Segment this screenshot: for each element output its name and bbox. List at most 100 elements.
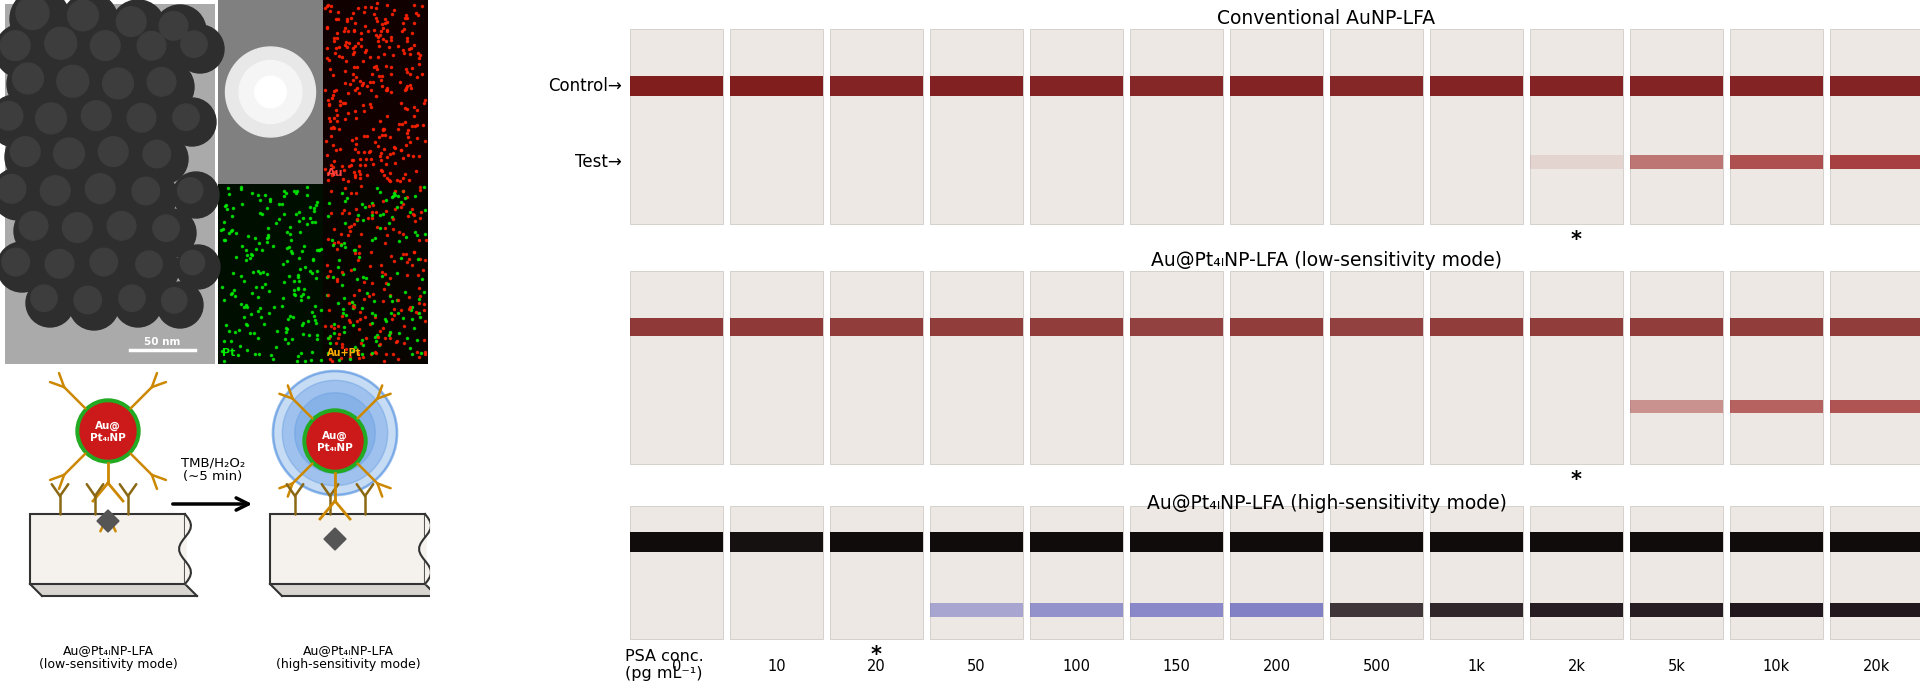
- Bar: [1830, 271, 1920, 464]
- Bar: [1530, 271, 1622, 464]
- Bar: [1331, 29, 1423, 224]
- Polygon shape: [31, 584, 198, 596]
- Bar: [1331, 318, 1423, 336]
- Text: Pt: Pt: [223, 348, 236, 358]
- Circle shape: [44, 27, 77, 59]
- Circle shape: [138, 134, 188, 184]
- Circle shape: [108, 212, 136, 240]
- Circle shape: [48, 131, 104, 187]
- Bar: [730, 75, 824, 96]
- Circle shape: [123, 97, 175, 149]
- Bar: [1530, 29, 1622, 224]
- Circle shape: [113, 279, 161, 327]
- Text: Au: Au: [326, 168, 344, 178]
- Text: Au@: Au@: [96, 421, 121, 431]
- Bar: [1231, 506, 1323, 639]
- Circle shape: [102, 68, 132, 99]
- Circle shape: [77, 399, 140, 463]
- Circle shape: [282, 380, 388, 486]
- Bar: [1630, 532, 1722, 552]
- Bar: [1730, 318, 1822, 336]
- Text: (high-sensitivity mode): (high-sensitivity mode): [276, 658, 420, 671]
- Bar: [1331, 506, 1423, 639]
- Circle shape: [58, 65, 88, 97]
- Bar: [1630, 506, 1722, 639]
- Circle shape: [77, 94, 131, 148]
- Circle shape: [0, 242, 46, 292]
- Circle shape: [157, 282, 204, 328]
- Bar: [1430, 603, 1523, 617]
- Circle shape: [54, 138, 84, 168]
- Circle shape: [159, 11, 188, 40]
- Bar: [1029, 271, 1123, 464]
- Circle shape: [19, 212, 48, 240]
- Bar: [1730, 532, 1822, 552]
- Bar: [271, 514, 424, 584]
- Bar: [1730, 154, 1822, 168]
- Bar: [1630, 318, 1722, 336]
- Circle shape: [177, 245, 221, 289]
- Circle shape: [273, 371, 397, 495]
- Text: 0: 0: [672, 659, 682, 674]
- Circle shape: [0, 95, 40, 147]
- Text: Pt₄ₗNP: Pt₄ₗNP: [317, 443, 353, 453]
- Bar: [929, 532, 1023, 552]
- Bar: [1630, 154, 1722, 168]
- Bar: [730, 29, 824, 224]
- Bar: [829, 29, 924, 224]
- Bar: [323, 0, 428, 184]
- Bar: [829, 75, 924, 96]
- Bar: [1331, 271, 1423, 464]
- Text: *: *: [1571, 470, 1582, 490]
- Circle shape: [27, 279, 75, 327]
- Bar: [1430, 29, 1523, 224]
- Circle shape: [81, 101, 111, 131]
- Bar: [630, 29, 724, 224]
- Text: (low-sensitivity mode): (low-sensitivity mode): [38, 658, 177, 671]
- Circle shape: [40, 175, 71, 206]
- Circle shape: [303, 409, 367, 473]
- Bar: [1231, 29, 1323, 224]
- Circle shape: [131, 245, 179, 293]
- Bar: [1830, 29, 1920, 224]
- Circle shape: [90, 248, 117, 275]
- Circle shape: [136, 31, 165, 60]
- Circle shape: [61, 212, 92, 243]
- Bar: [1131, 603, 1223, 617]
- Bar: [1730, 400, 1822, 412]
- Bar: [1730, 75, 1822, 96]
- Circle shape: [8, 56, 63, 112]
- Circle shape: [81, 167, 134, 221]
- Bar: [829, 318, 924, 336]
- Text: Control→: Control→: [549, 77, 622, 94]
- Bar: [1029, 603, 1123, 617]
- Circle shape: [58, 206, 111, 260]
- Circle shape: [127, 171, 177, 221]
- Circle shape: [173, 104, 200, 131]
- Text: *: *: [1571, 230, 1582, 250]
- Bar: [1830, 603, 1920, 617]
- Bar: [730, 318, 824, 336]
- Bar: [730, 271, 824, 464]
- Circle shape: [2, 248, 29, 275]
- Circle shape: [142, 140, 171, 168]
- Bar: [1029, 29, 1123, 224]
- Text: Au@: Au@: [323, 431, 348, 441]
- Circle shape: [0, 31, 31, 60]
- Text: 5k: 5k: [1668, 659, 1686, 674]
- Text: 2k: 2k: [1567, 659, 1586, 674]
- Circle shape: [92, 130, 148, 184]
- Bar: [929, 75, 1023, 96]
- Circle shape: [0, 168, 44, 220]
- Bar: [1630, 271, 1722, 464]
- Bar: [1231, 318, 1323, 336]
- Bar: [1231, 75, 1323, 96]
- Circle shape: [69, 280, 119, 330]
- Circle shape: [15, 0, 50, 29]
- Bar: [1131, 271, 1223, 464]
- Text: PSA conc.: PSA conc.: [626, 649, 705, 664]
- Bar: [1630, 603, 1722, 617]
- Circle shape: [84, 24, 138, 78]
- Bar: [929, 506, 1023, 639]
- Bar: [323, 184, 428, 364]
